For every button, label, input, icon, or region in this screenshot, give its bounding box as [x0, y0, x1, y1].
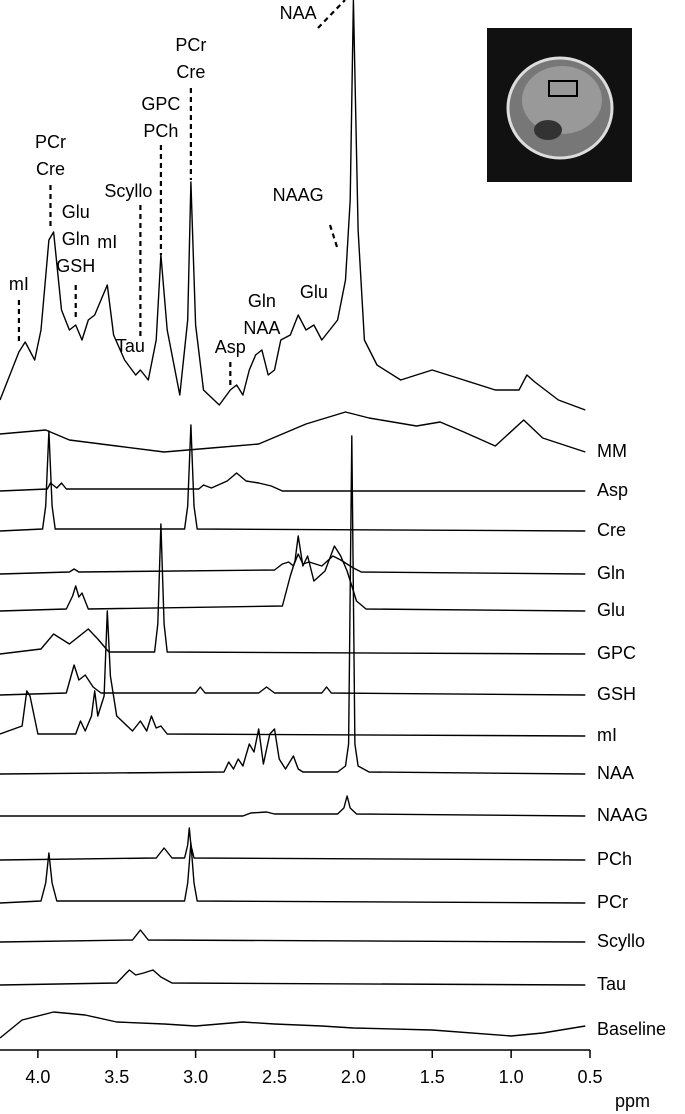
peak-annotation: Cre — [36, 159, 65, 179]
x-tick-label: 0.5 — [577, 1067, 602, 1087]
series-label: Glu — [597, 600, 625, 620]
peak-annotation: PCr — [175, 35, 206, 55]
component-trace — [0, 842, 586, 904]
peak-annotation: NAA — [243, 318, 280, 338]
component-trace — [0, 664, 586, 696]
component-trace — [0, 523, 586, 655]
peak-annotation: NAAG — [273, 185, 324, 205]
peak-annotation: PCh — [143, 121, 178, 141]
series-label: GSH — [597, 684, 636, 704]
x-tick-label: 1.0 — [499, 1067, 524, 1087]
component-trace — [0, 435, 586, 775]
component-trace — [0, 929, 586, 943]
annotation-leader — [328, 224, 340, 251]
peak-annotation: Tau — [116, 336, 145, 356]
peak-annotation: PCr — [35, 132, 66, 152]
peak-annotation: Asp — [215, 337, 246, 357]
component-trace — [0, 610, 586, 737]
peak-annotation: Gln — [248, 291, 276, 311]
peak-annotation: Scyllo — [104, 181, 152, 201]
peak-annotation: mI — [97, 232, 117, 252]
series-label: PCh — [597, 849, 632, 869]
peak-annotation: mI — [9, 274, 29, 294]
peak-annotation: GPC — [141, 94, 180, 114]
component-trace — [0, 1011, 586, 1039]
peak-annotation: Gln — [62, 229, 90, 249]
mri-inset — [487, 28, 632, 182]
x-tick-label: 4.0 — [25, 1067, 50, 1087]
inset-brain — [522, 66, 602, 134]
component-trace — [0, 424, 586, 532]
inset-cerebellum — [534, 120, 562, 140]
series-label: PCr — [597, 892, 628, 912]
peak-annotation: Glu — [62, 202, 90, 222]
series-label: GPC — [597, 643, 636, 663]
peak-annotation: NAA — [280, 3, 317, 23]
series-label: Asp — [597, 480, 628, 500]
x-axis-label: ppm — [615, 1091, 650, 1111]
component-trace — [0, 553, 586, 575]
series-label: Gln — [597, 563, 625, 583]
component-trace — [0, 411, 586, 453]
series-label: MM — [597, 441, 627, 461]
series-label: Baseline — [597, 1019, 666, 1039]
x-tick-label: 1.5 — [420, 1067, 445, 1087]
component-trace — [0, 827, 586, 861]
annotation-leader — [317, 0, 346, 29]
peak-annotation: Glu — [300, 282, 328, 302]
x-tick-label: 3.0 — [183, 1067, 208, 1087]
peak-annotation: Cre — [176, 62, 205, 82]
component-trace — [0, 795, 586, 817]
inset-voxel — [548, 80, 578, 97]
x-tick-label: 3.5 — [104, 1067, 129, 1087]
component-trace — [0, 472, 586, 492]
peak-annotation: GSH — [56, 256, 95, 276]
observed-spectrum — [0, 0, 586, 411]
series-label: Tau — [597, 974, 626, 994]
x-tick-label: 2.5 — [262, 1067, 287, 1087]
series-label: Scyllo — [597, 931, 645, 951]
series-label: mI — [597, 725, 617, 745]
series-label: Cre — [597, 520, 626, 540]
series-label: NAAG — [597, 805, 648, 825]
component-trace — [0, 535, 586, 612]
x-tick-label: 2.0 — [341, 1067, 366, 1087]
component-trace — [0, 969, 586, 986]
series-label: NAA — [597, 763, 634, 783]
